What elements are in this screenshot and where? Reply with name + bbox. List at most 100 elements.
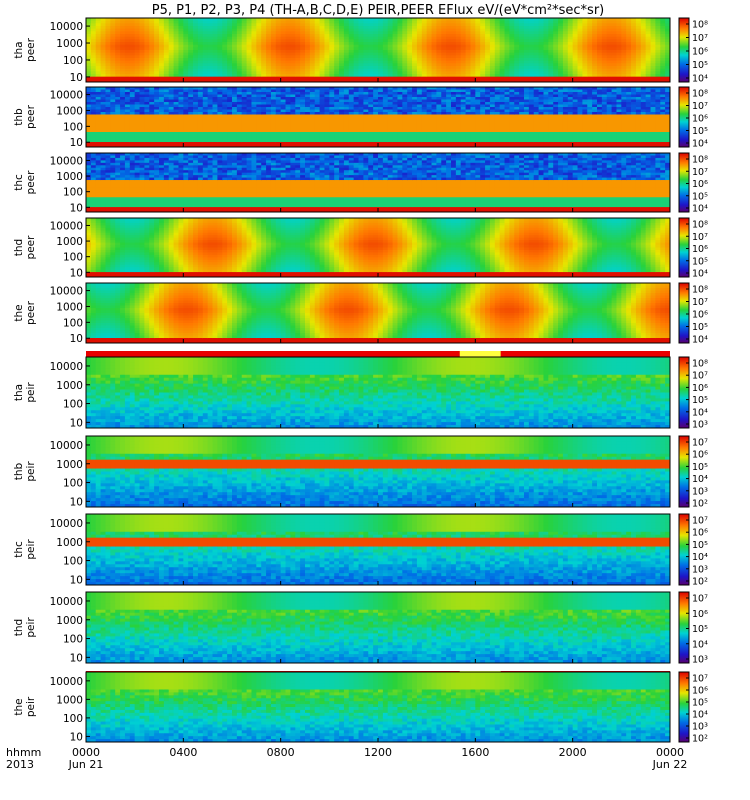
spectrogram-cell: [504, 74, 510, 78]
spectrogram-cell: [446, 68, 452, 72]
spectrogram-cell: [300, 137, 306, 140]
spectrogram-cell: [124, 18, 131, 22]
spectrogram-cell: [144, 99, 150, 103]
spectrogram-cell: [373, 71, 379, 75]
spectrogram-cell: [183, 114, 189, 118]
spectrogram-cell: [582, 71, 588, 75]
spectrogram-cell: [416, 119, 423, 123]
spectrogram-cell: [95, 87, 101, 90]
spectrogram-cell: [373, 94, 379, 98]
spectrogram-cell: [159, 119, 165, 123]
spectrogram-cell: [314, 129, 320, 133]
spectrogram-cell: [368, 144, 374, 148]
spectrogram-cell: [139, 129, 145, 133]
spectrogram-cell: [368, 34, 374, 38]
spectrogram-cell: [397, 102, 403, 105]
spectrogram-cell: [421, 99, 428, 103]
spectrogram-cell: [640, 20, 647, 24]
spectrogram-cell: [120, 139, 126, 143]
spectrogram-cell: [295, 134, 301, 138]
spectrogram-cell: [129, 124, 136, 128]
spectrogram-cell: [446, 31, 452, 35]
spectrogram-cell: [168, 109, 174, 113]
spectrogram-cell: [285, 102, 291, 105]
spectrogram-cell: [178, 42, 184, 46]
spectrogram-cell: [353, 20, 359, 24]
spectrogram-cell: [309, 132, 316, 135]
spectrogram-cell: [95, 119, 101, 123]
spectrogram-cell: [485, 117, 491, 120]
spectrogram-cell: [460, 55, 466, 59]
spectrogram-cell: [548, 31, 554, 35]
spectrogram-cell: [436, 114, 442, 118]
spectrogram-cell: [572, 36, 578, 40]
spectrogram-cell: [295, 66, 301, 70]
spectrogram-cell: [173, 102, 179, 105]
spectrogram-cell: [124, 68, 131, 72]
spectrogram-cell: [144, 26, 150, 30]
spectrogram-cell: [378, 127, 384, 130]
spectrogram-cell: [193, 23, 199, 27]
spectrogram-cell: [197, 119, 204, 123]
spectrogram-cell: [470, 36, 476, 40]
spectrogram-cell: [407, 117, 413, 120]
spectrogram-cell: [290, 114, 296, 118]
spectrogram-cell: [665, 76, 671, 80]
spectrogram-cell: [528, 52, 535, 56]
spectrogram-cell: [236, 50, 243, 54]
spectrogram-cell: [86, 39, 92, 43]
spectrogram-cell: [129, 36, 136, 40]
spectrogram-cell: [441, 109, 447, 113]
spectrogram-cell: [207, 107, 213, 110]
spectrogram-cell: [149, 66, 155, 70]
spectrogram-cell: [178, 31, 184, 35]
spectrogram-cell: [295, 104, 301, 108]
spectrogram-cell: [202, 122, 209, 125]
spectrogram-cell: [285, 134, 291, 138]
spectrogram-cell: [524, 42, 530, 46]
spectrogram-cell: [402, 129, 408, 133]
spectrogram-cell: [173, 117, 179, 120]
spectrogram-cell: [455, 102, 462, 105]
spectrogram-cell: [441, 94, 447, 98]
spectrogram-cell: [616, 20, 622, 24]
spectrogram-cell: [236, 107, 243, 110]
spectrogram-cell: [373, 89, 379, 93]
spectrogram-cell: [241, 44, 247, 48]
spectrogram-cell: [553, 52, 559, 56]
spectrogram-cell: [309, 94, 316, 98]
spectrogram-cell: [227, 47, 233, 51]
spectrogram-cell: [412, 34, 418, 38]
spectrogram-cell: [134, 26, 140, 30]
spectrogram-cell: [451, 99, 457, 103]
spectrogram-cell: [548, 68, 554, 72]
spectrogram-cell: [90, 31, 97, 35]
spectrogram-cell: [285, 132, 291, 135]
spectrogram-cell: [339, 112, 345, 115]
spectrogram-cell: [290, 47, 296, 51]
spectrogram-cell: [431, 52, 437, 56]
spectrogram-cell: [485, 76, 491, 80]
spectrogram-cell: [597, 47, 603, 51]
spectrogram-cell: [144, 137, 150, 140]
spectrogram-cell: [222, 50, 228, 54]
spectrogram-cell: [183, 109, 189, 113]
spectrogram-cell: [402, 68, 408, 72]
spectrogram-cell: [207, 132, 213, 135]
spectrogram-cell: [451, 124, 457, 128]
spectrogram-cell: [597, 58, 603, 62]
spectrogram-cell: [270, 117, 277, 120]
spectrogram-cell: [134, 137, 140, 140]
spectrogram-cell: [154, 60, 160, 64]
spectrogram-cell: [558, 42, 564, 46]
spectrogram-cell: [426, 47, 432, 51]
spectrogram-cell: [129, 20, 136, 24]
spectrogram-cell: [426, 109, 432, 113]
spectrogram-cell: [222, 89, 228, 93]
spectrogram-cell: [378, 112, 384, 115]
spectrogram-cell: [124, 129, 131, 133]
spectrogram-cell: [212, 134, 218, 138]
spectrogram-cell: [202, 112, 209, 115]
spectrogram-cell: [626, 50, 632, 54]
